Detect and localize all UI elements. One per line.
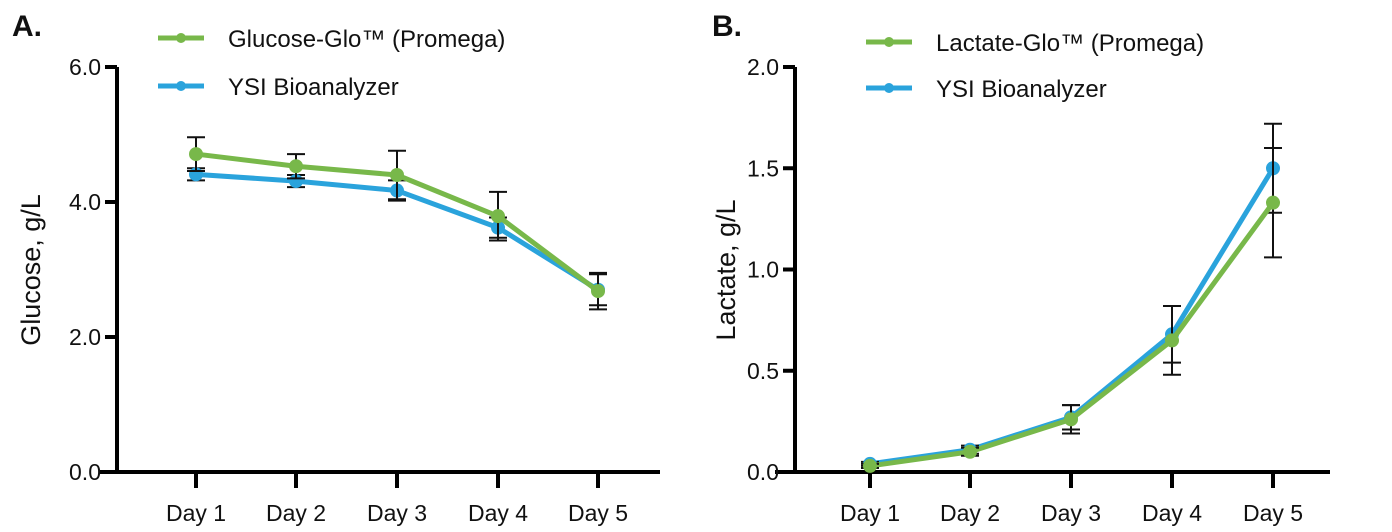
data-point — [863, 458, 877, 473]
panel-label: B. — [712, 10, 742, 43]
legend-label: YSI Bioanalyzer — [936, 76, 1107, 103]
y-tick-label: 0.0 — [747, 459, 779, 485]
x-tick-label: Day 3 — [1041, 500, 1101, 526]
y-tick-label: 4.0 — [69, 189, 101, 215]
data-point — [390, 168, 404, 182]
series-assay — [187, 136, 607, 311]
legend-swatch-marker — [884, 37, 894, 47]
y-axis-label: Glucose, g/L — [16, 194, 46, 346]
y-tick-label: 1.0 — [747, 257, 779, 283]
y-tick-label: 0.5 — [747, 358, 779, 384]
x-tick-label: Day 4 — [1142, 500, 1202, 526]
legend-swatch-marker — [884, 83, 894, 93]
x-tick-label: Day 5 — [1243, 500, 1303, 526]
y-axis-label: Lactate, g/L — [711, 199, 741, 340]
x-tick-label: Day 2 — [266, 500, 326, 526]
legend-swatch-marker — [176, 81, 186, 91]
x-tick-label: Day 2 — [940, 500, 1000, 526]
legend-label: Glucose-Glo™ (Promega) — [228, 26, 505, 53]
x-tick-label: Day 1 — [166, 500, 226, 526]
data-point — [1266, 195, 1280, 210]
data-point — [1064, 412, 1078, 427]
series-assay — [861, 147, 1282, 473]
panel-label: A. — [12, 10, 42, 43]
x-tick-label: Day 1 — [840, 500, 900, 526]
x-tick-label: Day 3 — [367, 500, 427, 526]
data-point — [591, 284, 605, 299]
panel-a: A. 0.0 2.0 4.0 6.0 Day 1 Day 2 Day 3 Day 4 Day 5 G… — [12, 10, 660, 526]
data-point — [289, 159, 303, 174]
y-tick-label: 1.5 — [747, 155, 779, 181]
y-tick-label: 6.0 — [69, 54, 101, 80]
legend-label: Lactate-Glo™ (Promega) — [936, 30, 1204, 57]
x-tick-label: Day 5 — [568, 500, 628, 526]
data-point — [1165, 333, 1179, 348]
y-tick-label: 0.0 — [69, 459, 101, 485]
x-tick-label: Day 4 — [468, 500, 528, 526]
y-tick-label: 2.0 — [747, 54, 779, 80]
legend-label: YSI Bioanalyzer — [228, 74, 399, 101]
legend-swatch-marker — [176, 33, 186, 43]
data-point — [189, 147, 203, 162]
panel-b: B. 0.0 0.5 1.0 1.5 2.0 Day 1 Day 2 Day 3 Day 4 Day… — [711, 10, 1330, 526]
data-point — [491, 209, 505, 224]
data-point — [963, 444, 977, 459]
y-tick-label: 2.0 — [69, 324, 101, 350]
